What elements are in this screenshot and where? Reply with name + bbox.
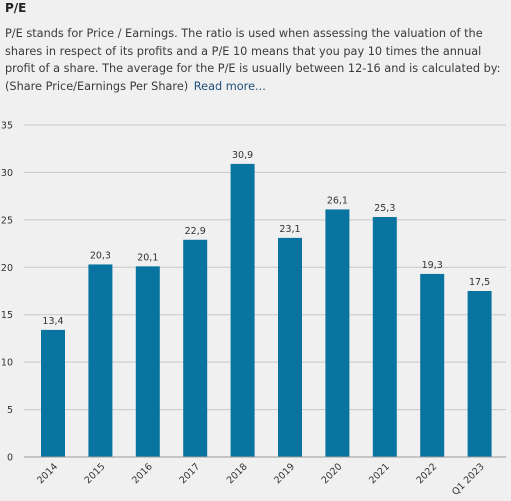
y-tick-label: 25 xyxy=(1,215,13,226)
x-tick-label: 2017 xyxy=(177,461,202,486)
data-label: 26,1 xyxy=(327,195,348,206)
x-tick-label: Q1 2023 xyxy=(450,461,487,498)
data-label: 17,5 xyxy=(469,277,490,288)
data-label: 23,1 xyxy=(279,224,300,235)
x-tick-label: 2020 xyxy=(320,461,345,486)
y-tick-label: 15 xyxy=(1,310,13,321)
y-tick-label: 30 xyxy=(1,168,13,179)
data-label: 25,3 xyxy=(374,203,395,214)
header: P/E P/E stands for Price / Earnings. The… xyxy=(0,0,511,102)
x-tick-label: 2014 xyxy=(35,461,60,486)
data-label: 13,4 xyxy=(42,316,63,327)
bar xyxy=(135,266,160,457)
y-tick-label: 10 xyxy=(1,358,13,369)
y-tick-label: 5 xyxy=(7,405,13,416)
bar xyxy=(325,209,350,457)
y-tick-label: 0 xyxy=(7,453,13,464)
data-label: 20,3 xyxy=(90,250,111,261)
data-label: 30,9 xyxy=(232,150,253,161)
x-tick-label: 2018 xyxy=(225,461,250,486)
bar xyxy=(41,329,65,457)
bar xyxy=(230,163,255,458)
x-tick-label: 2015 xyxy=(83,461,108,486)
x-tick-label: 2019 xyxy=(272,461,297,486)
bar xyxy=(467,291,492,457)
data-label: 20,1 xyxy=(137,252,158,263)
description-text: P/E stands for Price / Earnings. The rat… xyxy=(5,27,501,93)
x-tick-label: 2022 xyxy=(414,461,439,486)
y-tick-label: 35 xyxy=(1,121,13,132)
data-label: 22,9 xyxy=(185,226,206,237)
x-tick-label: 2021 xyxy=(367,461,392,486)
x-tick-label: 2016 xyxy=(130,461,155,486)
bar xyxy=(183,239,208,457)
bar xyxy=(372,217,397,457)
description: P/E stands for Price / Earnings. The rat… xyxy=(5,25,509,95)
y-tick-label: 20 xyxy=(1,263,13,274)
chart-title: P/E xyxy=(5,1,27,15)
data-label: 19,3 xyxy=(422,260,443,271)
bar xyxy=(278,237,302,457)
bar xyxy=(88,264,113,457)
read-more-link[interactable]: Read more... xyxy=(193,79,266,93)
bar xyxy=(420,273,445,457)
